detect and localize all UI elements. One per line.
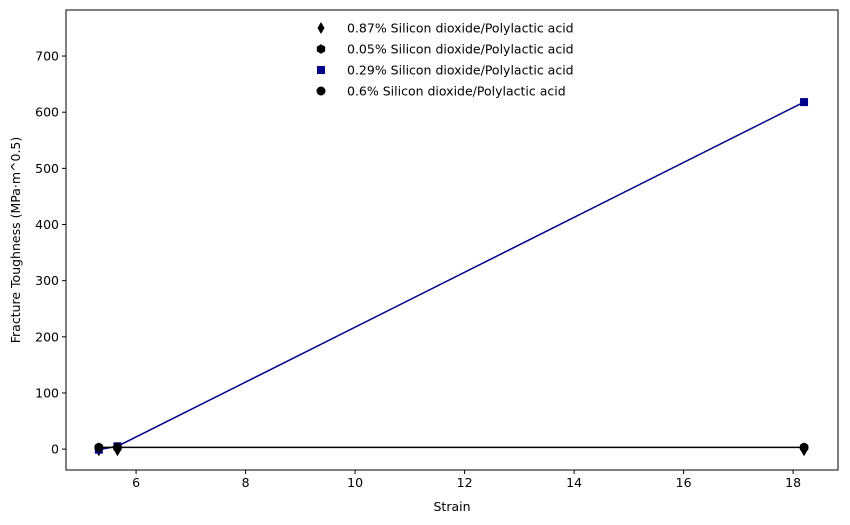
legend-label: 0.87% Silicon dioxide/Polylactic acid: [347, 21, 574, 36]
y-tick-label: 400: [35, 217, 59, 232]
y-tick-label: 200: [35, 329, 59, 344]
x-tick-label: 6: [132, 475, 140, 490]
legend-marker: [316, 86, 326, 96]
legend-item: 0.87% Silicon dioxide/Polylactic acid: [317, 21, 574, 36]
x-tick-label: 10: [347, 475, 363, 490]
axes-frame: [65, 9, 839, 471]
legend-item: 0.6% Silicon dioxide/Polylactic acid: [316, 84, 566, 99]
legend-label: 0.05% Silicon dioxide/Polylactic acid: [347, 42, 574, 57]
y-axis-ticks: 0 100 200 300 400 500 600 700: [35, 49, 66, 457]
x-axis-ticks: 6 8 10 12 14 16 18: [132, 470, 801, 490]
plot-markers: [94, 98, 809, 457]
data-point-series-3: [112, 442, 122, 452]
y-tick-label: 500: [35, 161, 59, 176]
legend-marker: [317, 22, 325, 34]
data-point-series-3: [799, 442, 809, 452]
legend-marker: [316, 44, 326, 54]
y-tick-label: 100: [35, 385, 59, 400]
y-tick-label: 600: [35, 105, 59, 120]
legend-label: 0.29% Silicon dioxide/Polylactic acid: [347, 63, 574, 78]
y-tick-label: 700: [35, 49, 59, 64]
legend-label: 0.6% Silicon dioxide/Polylactic acid: [347, 84, 566, 99]
legend-item: 0.05% Silicon dioxide/Polylactic acid: [316, 42, 574, 57]
plot-lines: [98, 101, 805, 451]
legend-item: 0.29% Silicon dioxide/Polylactic acid: [317, 63, 574, 78]
series-line-2: [98, 101, 805, 451]
x-axis-label: Strain: [433, 499, 470, 514]
y-tick-label: 0: [51, 442, 59, 457]
x-tick-label: 16: [676, 475, 692, 490]
legend-marker: [317, 66, 325, 74]
y-axis-label: Fracture Toughness (MPa·m^0.5): [8, 137, 23, 344]
legend: 0.87% Silicon dioxide/Polylactic acid 0.0…: [316, 21, 574, 99]
data-point-series-2: [800, 98, 809, 107]
x-tick-label: 8: [242, 475, 250, 490]
x-tick-label: 12: [457, 475, 473, 490]
y-tick-label: 300: [35, 273, 59, 288]
x-tick-label: 14: [566, 475, 582, 490]
data-point-series-3: [94, 442, 104, 452]
x-tick-label: 18: [785, 475, 801, 490]
